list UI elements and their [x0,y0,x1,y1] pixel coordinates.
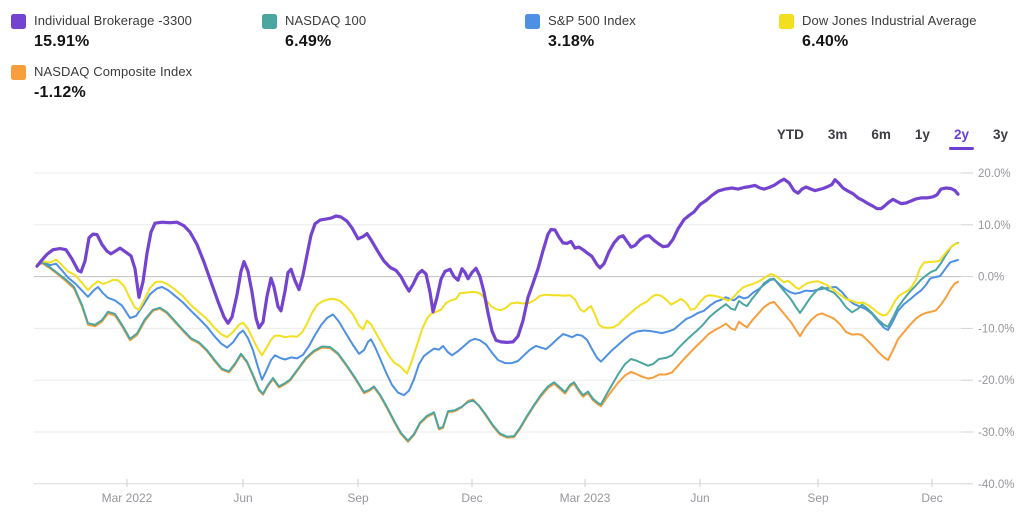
range-option-3y[interactable]: 3y [992,127,1008,142]
legend-value: 15.91% [34,33,90,50]
y-axis-label: -30.0% [978,427,1014,439]
x-axis-label: Jun [690,491,709,505]
y-axis-label: 0.0% [978,272,1004,284]
series-swatch-teal [262,14,277,29]
legend-label: S&P 500 Index [548,13,636,28]
legend-label: Dow Jones Industrial Average [802,13,977,28]
legend-value: 6.49% [285,33,332,50]
y-axis-label: -20.0% [978,375,1014,387]
series-swatch-blue [525,14,540,29]
y-axis-label: 10.0% [978,220,1011,232]
legend-item-nasdaq-composite: NASDAQ Composite Index -1.12% [11,64,192,102]
legend-item-dow-jones: Dow Jones Industrial Average 6.40% [779,13,977,51]
range-option-1y[interactable]: 1y [914,127,930,142]
series-line-s-p-500-index [36,259,959,397]
y-axis-label: -40.0% [978,479,1014,491]
legend-item-sp500: S&P 500 Index 3.18% [525,13,636,51]
legend-value: -1.12% [34,84,86,101]
y-axis-label: -10.0% [978,323,1014,335]
legend-value: 6.40% [802,33,849,50]
y-axis-label: 20.0% [978,168,1011,180]
series-line-individual-brokerage-3300 [35,177,960,344]
series-swatch-yellow [779,14,794,29]
range-option-6m[interactable]: 6m [871,127,891,142]
legend-label: Individual Brokerage -3300 [34,13,192,28]
legend-item-nasdaq-100: NASDAQ 100 6.49% [262,13,366,51]
x-axis-label: Mar 2023 [560,491,611,505]
series-line-nasdaq-100 [36,241,959,442]
legend-label: NASDAQ 100 [285,13,367,28]
x-axis-label: Sep [347,491,369,505]
x-axis-label: Dec [921,491,942,505]
legend-value: 3.18% [548,33,595,50]
legend-label: NASDAQ Composite Index [34,64,193,79]
legend-item-individual-brokerage: Individual Brokerage -3300 15.91% [11,13,192,51]
x-axis-label: Sep [807,491,829,505]
x-axis-label: Dec [461,491,482,505]
x-axis-label: Mar 2022 [102,491,153,505]
time-range-selector: YTD 3m 6m 1y 2y 3y [777,127,1008,150]
range-option-3m[interactable]: 3m [827,127,848,142]
x-axis-label: Jun [233,491,252,505]
range-option-2y-selected[interactable]: 2y [948,127,975,150]
series-swatch-purple [11,14,26,29]
series-line-dow-jones-industrial-average [36,242,959,375]
series-swatch-orange [11,65,26,80]
range-option-ytd[interactable]: YTD [776,127,804,142]
